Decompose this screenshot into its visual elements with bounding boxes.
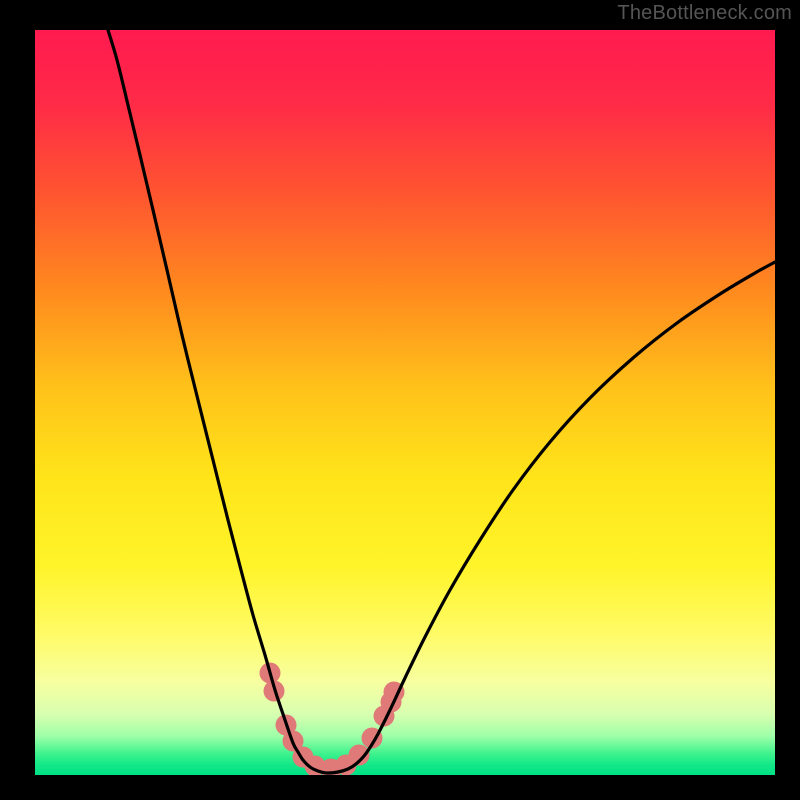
bottleneck-curve xyxy=(108,30,775,773)
watermark-text: TheBottleneck.com xyxy=(617,2,792,25)
curve-layer xyxy=(35,30,775,775)
bottleneck-markers xyxy=(260,663,405,776)
plot-area xyxy=(35,30,775,775)
